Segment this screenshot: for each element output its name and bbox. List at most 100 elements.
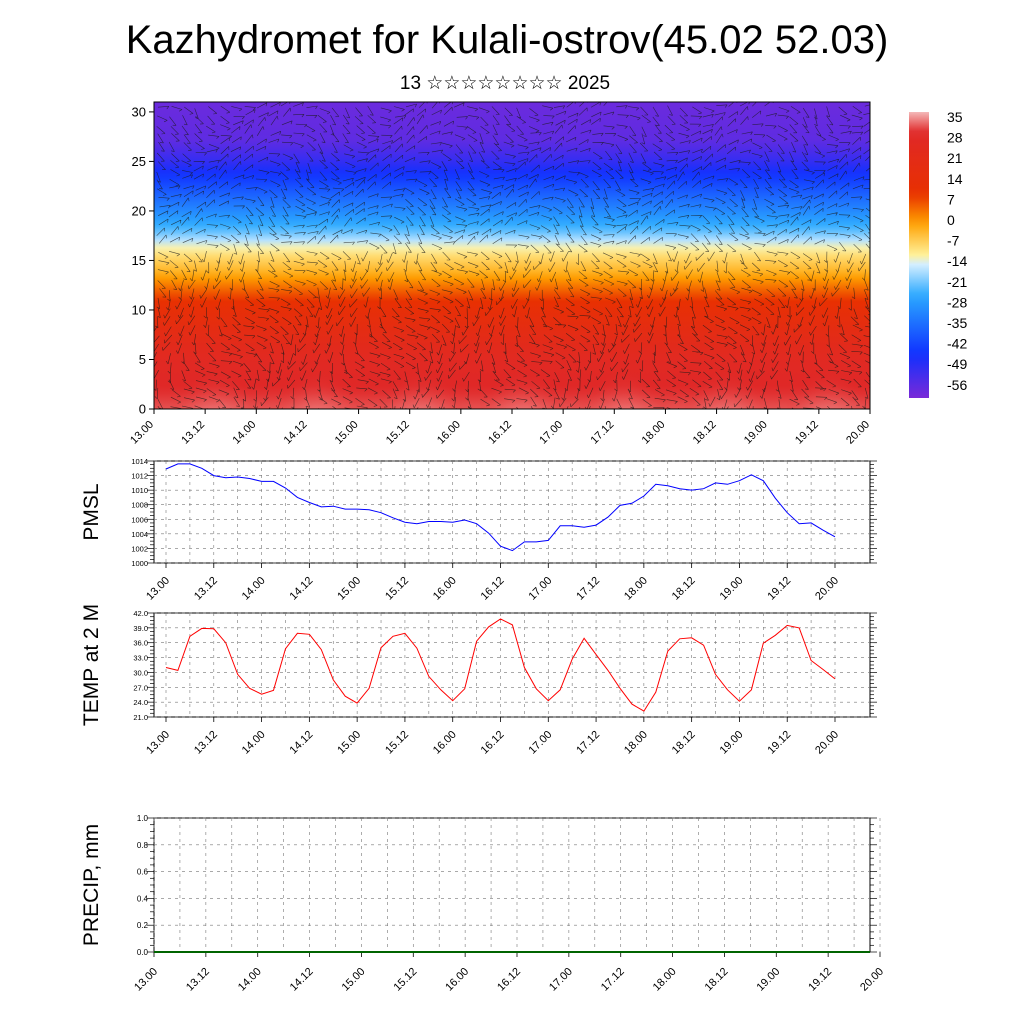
heatmap-ytick-label: 0 <box>139 402 146 417</box>
panel-0: 1000 1002 1004 1006 1008 1010 1012 1014 13.00 13.… <box>80 457 877 603</box>
panel-xtick-label: 13.00 <box>144 729 172 757</box>
panel-xtick-label: 14.00 <box>240 575 268 603</box>
wind-barb-paths <box>154 102 870 409</box>
panel-xtick-label: 14.00 <box>236 966 264 994</box>
heatmap-xtick-label: 19.00 <box>742 419 770 447</box>
panel-xtick-label: 17.12 <box>574 729 602 757</box>
panel-ytick-label: 0.0 <box>137 948 149 957</box>
heatmap-xtick-label: 20.00 <box>844 419 872 447</box>
heatmap-xtick-label: 15.12 <box>384 419 412 447</box>
colorbar-scale <box>909 112 929 398</box>
panel-xtick-label: 18.12 <box>670 729 698 757</box>
panel-xtick-label: 16.00 <box>443 966 471 994</box>
panel-xtick-label: 19.12 <box>806 966 834 994</box>
panel-xtick-label: 19.00 <box>718 729 746 757</box>
panel-xtick-label: 18.12 <box>670 575 698 603</box>
panel-xtick-label: 16.12 <box>495 966 523 994</box>
cross-section-panel: 0 5 10 15 20 25 30 13.00 13.12 14.00 14.12 15.00 15.… <box>128 101 872 447</box>
panel-xtick-label: 15.12 <box>391 966 419 994</box>
panel-xtick-label: 15.00 <box>335 729 363 757</box>
colorbar-label: -21 <box>947 274 967 290</box>
heatmap-xtick-label: 13.12 <box>179 419 207 447</box>
panel-ylabel: PMSL <box>80 483 103 540</box>
panel-xtick-label: 20.00 <box>813 729 841 757</box>
panel-xtick-label: 19.00 <box>718 575 746 603</box>
panel-xtick-label: 13.00 <box>132 966 160 994</box>
colorbar-label: 14 <box>947 171 963 187</box>
heatmap-ytick-label: 5 <box>139 352 146 367</box>
panel-ytick-label: 0.8 <box>137 841 149 850</box>
panel-xtick-label: 13.12 <box>192 729 220 757</box>
panel-ytick-label: 0.6 <box>137 868 149 877</box>
panel-frame <box>153 817 871 953</box>
colorbar-label: -35 <box>947 315 967 331</box>
heatmap-ytick-label: 25 <box>132 154 146 169</box>
panel-ytick-label: 1004 <box>131 530 148 539</box>
panel-ytick-label: 1002 <box>131 544 148 553</box>
colorbar-label: -42 <box>947 336 967 352</box>
heatmap-ytick-label: 10 <box>132 302 146 317</box>
heatmap-xtick-label: 13.00 <box>128 419 156 447</box>
panel-ytick-label: 1012 <box>131 472 148 481</box>
heatmap-xtick-label: 14.00 <box>230 419 258 447</box>
panel-xtick-label: 18.00 <box>651 966 679 994</box>
warm-plume <box>173 329 258 409</box>
colorbar-label: 35 <box>947 109 963 125</box>
warm-plume <box>684 329 769 409</box>
panel-xtick-label: 15.00 <box>335 575 363 603</box>
colorbar-label: 0 <box>947 212 955 228</box>
panel-xtick-label: 17.12 <box>599 966 627 994</box>
panel-xtick-label: 15.12 <box>383 729 411 757</box>
panel-xtick-label: 13.12 <box>184 966 212 994</box>
panel-ytick-label: 36.0 <box>133 639 148 648</box>
series-line <box>165 618 836 712</box>
heatmap-xtick-label: 17.12 <box>588 419 616 447</box>
panel-xtick-label: 13.00 <box>144 575 172 603</box>
panel-xtick-label: 18.00 <box>622 729 650 757</box>
panel-ytick-label: 30.0 <box>133 668 148 677</box>
chart-title: Kazhydromet for Kulali-ostrov(45.02 52.0… <box>125 18 889 62</box>
panel-minor-ticks <box>147 612 877 718</box>
warm-plume <box>377 329 462 409</box>
panel-ytick-label: 1000 <box>131 559 148 568</box>
panel-2: 0.0 0.2 0.4 0.6 0.8 1.0 13.00 13.12 14.00 14.12 15… <box>80 814 886 994</box>
panel-ytick-label: 33.0 <box>133 654 148 663</box>
wind-barbs <box>154 102 870 409</box>
panel-ytick-label: 1008 <box>131 501 148 510</box>
panel-xtick-label: 20.00 <box>813 575 841 603</box>
panel-frame <box>153 612 871 718</box>
panel-xtick-label: 16.00 <box>431 729 459 757</box>
panel-xtick-label: 16.12 <box>479 575 507 603</box>
surface-plumes <box>173 329 870 409</box>
panel-ytick-label: 1014 <box>131 457 148 466</box>
panel-xtick-label: 17.00 <box>526 575 554 603</box>
heatmap-ytick-label: 15 <box>132 253 146 268</box>
panel-ylabel: TEMP at 2 M <box>80 604 103 726</box>
colorbar: 35 28 21 14 7 0 -7 -14 -21 -28 -35 -42 -49 -56 <box>909 109 967 398</box>
panel-xtick-label: 14.12 <box>288 966 316 994</box>
panel-xtick-label: 19.00 <box>754 966 782 994</box>
chart-subtitle: 13 ☆☆☆☆☆☆☆☆ 2025 <box>399 73 611 94</box>
panel-ytick-label: 1010 <box>131 486 148 495</box>
colorbar-label: 28 <box>947 130 963 146</box>
panel-ytick-label: 0.4 <box>137 894 149 903</box>
panel-ytick-label: 1.0 <box>137 814 149 823</box>
panel-xtick-label: 19.12 <box>765 575 793 603</box>
panel-minor-ticks <box>147 817 877 953</box>
colorbar-label: -7 <box>947 233 960 249</box>
heatmap-ytick-label: 30 <box>132 104 146 119</box>
panel-minor-ticks <box>147 460 877 564</box>
panel-xtick-label: 17.00 <box>547 966 575 994</box>
panel-1: 21.0 24.0 27.0 30.0 33.0 36.0 39.0 42.0 13.00 13.… <box>80 604 877 757</box>
warm-plume <box>480 329 565 409</box>
panel-xtick-label: 14.00 <box>240 729 268 757</box>
colorbar-label: -56 <box>947 377 967 393</box>
panel-ytick-label: 42.0 <box>133 609 148 618</box>
colorbar-label: 21 <box>947 150 963 166</box>
heatmap-xtick-label: 17.00 <box>537 419 565 447</box>
panel-xtick-label: 17.00 <box>526 729 554 757</box>
colorbar-label: 7 <box>947 191 955 207</box>
heatmap-xtick-label: 18.12 <box>691 419 719 447</box>
panel-xtick-label: 15.00 <box>340 966 368 994</box>
